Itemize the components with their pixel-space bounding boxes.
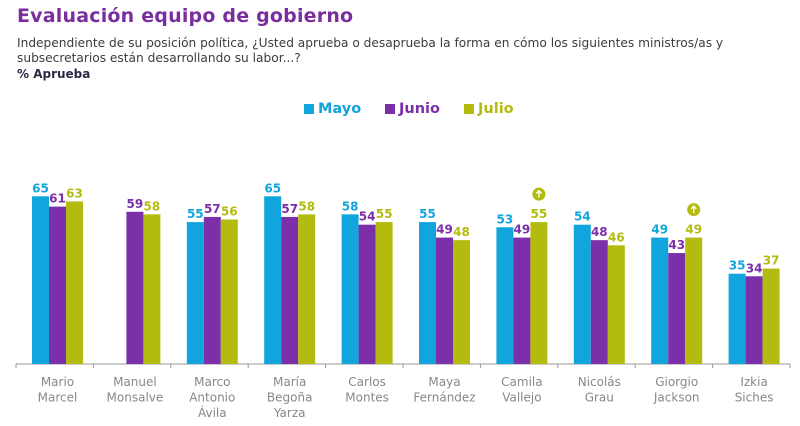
bar-junio xyxy=(49,206,66,364)
category-label: Marcel xyxy=(38,391,78,405)
bar-mayo xyxy=(728,273,746,364)
measure-label: % Aprueba xyxy=(17,67,91,81)
data-label-julio: 37 xyxy=(763,254,780,268)
chart-subtitle: Independiente de su posición política, ¿… xyxy=(17,36,724,65)
category-label: Yarza xyxy=(273,406,306,420)
category-label: Jackson xyxy=(653,391,700,405)
bar-mayo xyxy=(496,227,514,364)
data-label-julio: 48 xyxy=(453,225,470,239)
category-label: Antonio xyxy=(189,391,235,405)
bar-julio xyxy=(685,237,703,364)
bar-junio xyxy=(590,240,608,364)
data-label-mayo: 65 xyxy=(264,181,281,195)
data-label-julio: 56 xyxy=(221,205,238,219)
data-label-junio: 49 xyxy=(514,223,531,237)
bar-julio xyxy=(220,219,238,364)
bar-julio xyxy=(762,268,780,364)
bar-junio xyxy=(436,237,453,364)
data-label-junio: 54 xyxy=(359,210,376,224)
bar-junio xyxy=(203,216,221,364)
arrow-up-icon-glyph xyxy=(690,205,697,214)
legend-label: Mayo xyxy=(318,101,362,117)
legend-item-mayo: Mayo xyxy=(304,101,361,117)
data-label-julio: 49 xyxy=(685,223,702,237)
legend-label: Julio xyxy=(478,101,514,117)
bar-mayo xyxy=(341,214,359,364)
legend-swatch xyxy=(304,104,314,114)
legend-swatch xyxy=(464,104,474,114)
data-label-mayo: 55 xyxy=(419,207,436,221)
arrow-up-icon xyxy=(687,203,701,217)
data-label-junio: 49 xyxy=(436,223,453,237)
arrow-up-icon-glyph xyxy=(535,189,543,198)
data-label-julio: 55 xyxy=(376,207,393,221)
bar-junio xyxy=(745,276,763,364)
data-label-mayo: 65 xyxy=(32,181,49,195)
data-label-junio: 57 xyxy=(204,202,221,216)
category-label: Monsalve xyxy=(107,391,164,405)
category-label: Carlos xyxy=(348,375,386,389)
bar-julio xyxy=(530,222,548,364)
data-label-junio: 59 xyxy=(127,197,144,211)
bar-julio xyxy=(607,245,625,364)
legend: Mayo Junio Julio xyxy=(0,101,800,121)
category-label: Fernández xyxy=(413,391,475,405)
arrow-up-icon xyxy=(532,187,546,201)
bar-julio xyxy=(143,214,161,364)
data-label-junio: 61 xyxy=(49,192,66,206)
data-label-junio: 43 xyxy=(668,238,685,252)
category-label: Izkia xyxy=(740,375,767,389)
data-label-mayo: 35 xyxy=(729,259,746,273)
bar-mayo xyxy=(419,222,436,364)
legend-swatch xyxy=(385,104,395,114)
bar-mayo xyxy=(264,196,282,364)
bar-julio xyxy=(375,222,393,364)
data-label-mayo: 49 xyxy=(651,223,668,237)
legend-item-julio: Julio xyxy=(464,101,514,117)
data-label-mayo: 58 xyxy=(342,199,359,213)
category-label: Vallejo xyxy=(502,391,541,405)
category-label: Camila xyxy=(501,375,542,389)
bar-mayo xyxy=(573,224,591,364)
bar-julio xyxy=(66,201,83,364)
data-label-julio: 58 xyxy=(144,199,161,213)
category-label: María xyxy=(273,375,306,389)
data-label-junio: 34 xyxy=(746,261,763,275)
category-label: Manuel xyxy=(113,375,157,389)
bar-junio xyxy=(668,253,686,364)
bar-junio xyxy=(358,224,376,364)
category-label: Mario xyxy=(41,375,74,389)
chart-title: Evaluación equipo de gobierno xyxy=(17,5,354,27)
category-label: Montes xyxy=(345,391,389,405)
bar-julio xyxy=(453,240,470,364)
bar-mayo xyxy=(651,237,669,364)
bar-junio xyxy=(126,211,144,364)
bar-junio xyxy=(513,237,531,364)
category-label: Maya xyxy=(428,375,460,389)
data-label-mayo: 55 xyxy=(187,207,204,221)
category-label: Grau xyxy=(585,391,614,405)
category-label: Begoña xyxy=(267,391,313,405)
data-label-junio: 57 xyxy=(281,202,298,216)
data-label-julio: 63 xyxy=(66,186,83,200)
legend-item-junio: Junio xyxy=(385,101,440,117)
category-label: Siches xyxy=(735,391,774,405)
legend-label: Junio xyxy=(399,101,440,117)
bar-mayo xyxy=(186,222,204,364)
bar-mayo xyxy=(32,196,49,364)
category-label: Giorgio xyxy=(655,375,698,389)
data-label-julio: 58 xyxy=(298,199,315,213)
data-label-mayo: 53 xyxy=(497,212,514,226)
data-label-julio: 46 xyxy=(608,230,625,244)
category-label: Marco xyxy=(194,375,230,389)
bar-julio xyxy=(298,214,316,364)
category-label: Nicolás xyxy=(578,375,621,389)
category-label: Ávila xyxy=(198,405,227,420)
bar-junio xyxy=(281,216,299,364)
data-label-junio: 48 xyxy=(591,225,608,239)
data-label-mayo: 54 xyxy=(574,210,591,224)
data-label-julio: 55 xyxy=(531,207,548,221)
